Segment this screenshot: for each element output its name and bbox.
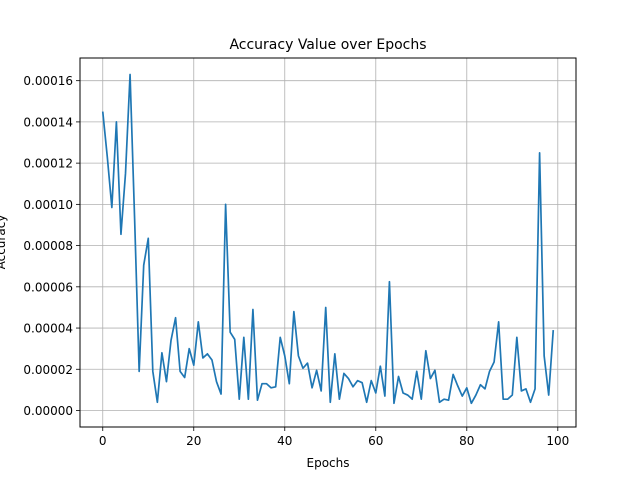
y-tick-label: 0.00012	[23, 157, 73, 171]
x-tick-label: 60	[368, 434, 383, 448]
y-tick-label: 0.00010	[23, 198, 73, 212]
y-tick-label: 0.00014	[23, 115, 73, 129]
chart-title: Accuracy Value over Epochs	[229, 37, 426, 53]
x-tick-label: 0	[99, 434, 107, 448]
x-tick-label: 20	[186, 434, 201, 448]
x-tick-label: 100	[546, 434, 569, 448]
x-tick-label: 40	[277, 434, 292, 448]
y-tick-label: 0.00002	[23, 363, 73, 377]
x-tick-label: 80	[459, 434, 474, 448]
y-tick-label: 0.00004	[23, 322, 73, 336]
series-line	[101, 73, 555, 405]
plot-frame	[79, 57, 577, 428]
axis-ticks: 0 20 40 60 80 100 0.00000 0.00002 0.00004 0.00006…	[23, 74, 569, 448]
y-tick-label: 0.00016	[23, 74, 73, 88]
y-axis-label: Accuracy	[0, 215, 8, 270]
grid-lines	[80, 58, 576, 427]
y-tick-label: 0.00008	[23, 239, 73, 253]
data-series	[101, 73, 555, 405]
y-tick-label: 0.00000	[23, 404, 73, 418]
x-axis-label: Epochs	[307, 456, 350, 470]
y-tick-label: 0.00006	[23, 280, 73, 294]
